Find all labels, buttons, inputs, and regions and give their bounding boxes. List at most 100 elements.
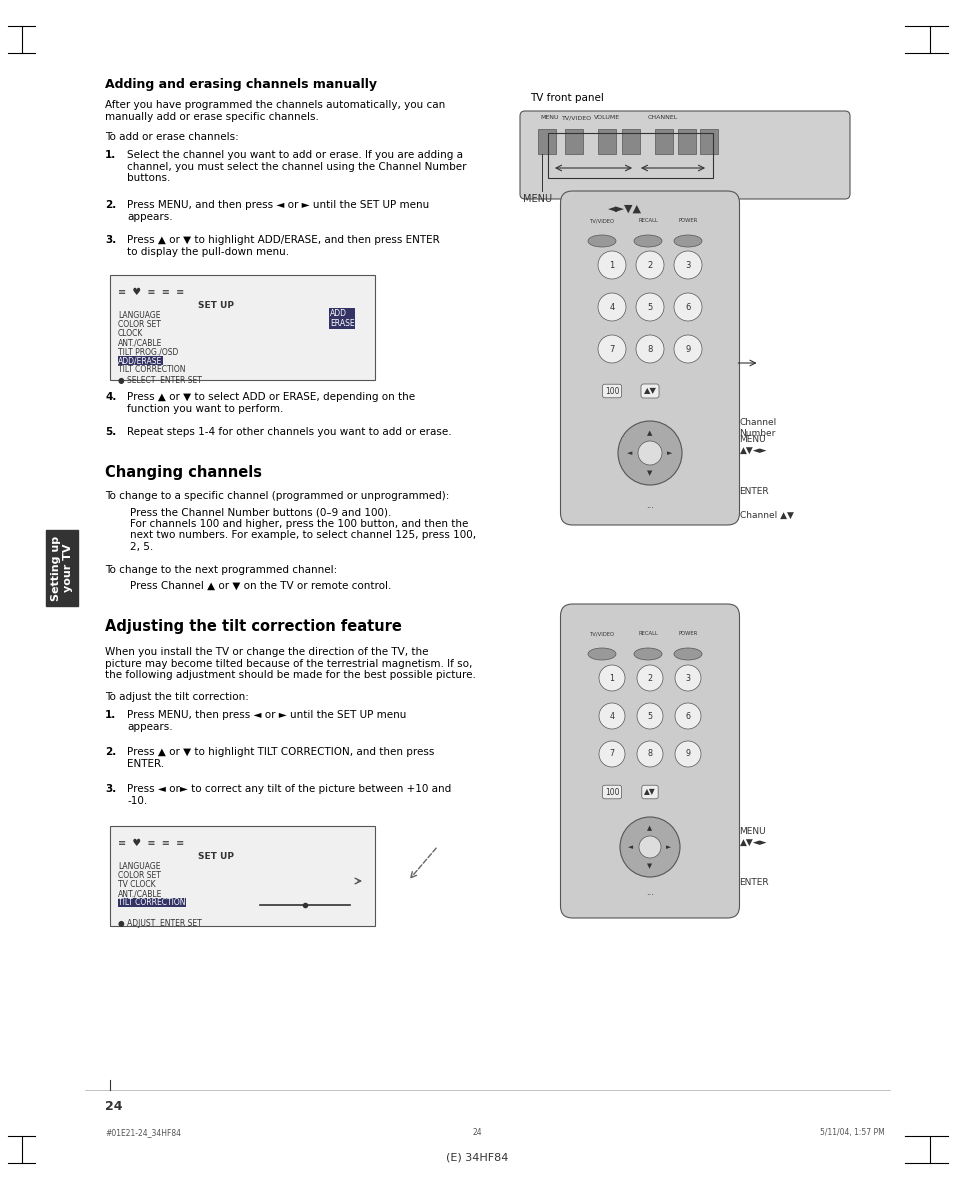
Text: 2: 2 [647,260,652,270]
Text: Setting up
your TV: Setting up your TV [51,536,72,601]
Text: Adding and erasing channels manually: Adding and erasing channels manually [105,78,376,91]
Text: 8: 8 [647,750,652,758]
Ellipse shape [587,235,616,247]
Text: 4: 4 [609,303,614,311]
Text: ►: ► [666,450,672,456]
Bar [700,129,718,154]
Circle shape [598,703,624,729]
Circle shape [675,741,700,767]
Ellipse shape [673,235,701,247]
Text: ENTER: ENTER [739,487,768,495]
Text: 2.: 2. [105,200,116,210]
Text: Press Channel ▲ or ▼ on the TV or remote control.: Press Channel ▲ or ▼ on the TV or remote… [130,581,391,590]
Text: ADD/ERASE: ADD/ERASE [118,356,162,365]
Text: ● ADJUST  ENTER SET: ● ADJUST ENTER SET [118,920,201,928]
Ellipse shape [634,235,661,247]
Text: LANGUAGE: LANGUAGE [118,311,160,320]
Text: (E) 34HF84: (E) 34HF84 [445,1152,508,1162]
Text: 1: 1 [609,260,614,270]
Text: 6: 6 [685,712,690,720]
Text: Press MENU, then press ◄ or ► until the SET UP menu
appears.: Press MENU, then press ◄ or ► until the … [127,710,406,732]
Text: SET UP: SET UP [198,852,233,861]
Bar [110,274,375,380]
Text: ADD
ERASE: ADD ERASE [330,309,355,328]
Bar [547,133,712,178]
Text: ▼: ▼ [647,470,652,476]
Text: TV/VIDEO: TV/VIDEO [589,219,614,223]
Text: To change to a specific channel (programmed or unprogrammed):: To change to a specific channel (program… [105,491,449,501]
Circle shape [675,703,700,729]
Text: CLOCK: CLOCK [118,329,143,339]
Text: 3: 3 [685,674,690,682]
Circle shape [637,703,662,729]
Text: 9: 9 [684,345,690,354]
FancyBboxPatch shape [560,191,739,525]
Circle shape [598,741,624,767]
Text: 2.: 2. [105,747,116,757]
Text: TILT CORRECTION: TILT CORRECTION [118,365,185,374]
Text: SET UP: SET UP [198,301,233,310]
Text: 9: 9 [684,750,690,758]
Text: 5: 5 [647,303,652,311]
Text: Select the channel you want to add or erase. If you are adding a
channel, you mu: Select the channel you want to add or er… [127,150,466,183]
Text: RECALL: RECALL [638,219,658,223]
Text: LANGUAGE: LANGUAGE [118,862,160,871]
Text: 1: 1 [609,674,614,682]
Text: Press MENU, and then press ◄ or ► until the SET UP menu
appears.: Press MENU, and then press ◄ or ► until … [127,200,429,222]
Ellipse shape [587,647,616,661]
Bar [110,826,375,925]
Text: MENU: MENU [539,115,558,120]
Text: ►: ► [666,843,671,849]
Circle shape [673,251,701,279]
Circle shape [598,335,625,364]
Text: POWER: POWER [678,631,697,636]
Circle shape [638,441,661,465]
Text: 2: 2 [647,674,652,682]
Bar [564,129,582,154]
Text: TILT PROG./OSD: TILT PROG./OSD [118,347,178,356]
Text: ◄: ◄ [627,450,632,456]
Bar [537,129,556,154]
Text: 100: 100 [604,386,618,396]
Text: 7: 7 [609,345,614,354]
Bar [655,129,672,154]
Text: To add or erase channels:: To add or erase channels: [105,132,238,143]
Circle shape [598,293,625,321]
Circle shape [598,665,624,691]
FancyBboxPatch shape [519,110,849,200]
Text: TV front panel: TV front panel [530,93,603,103]
Text: ● SELECT  ENTER SET: ● SELECT ENTER SET [118,375,202,385]
Text: ▲: ▲ [647,430,652,436]
Text: 5.: 5. [105,426,116,437]
Text: Channel
Number: Channel Number [739,418,776,437]
Text: 5: 5 [647,712,652,720]
Text: Press ▲ or ▼ to highlight ADD/ERASE, and then press ENTER
to display the pull-do: Press ▲ or ▼ to highlight ADD/ERASE, and… [127,235,439,257]
Text: ▼: ▼ [647,862,652,868]
Text: 4.: 4. [105,392,116,402]
FancyBboxPatch shape [560,604,739,918]
Text: ≡  ♥  ≡  ≡  ≡: ≡ ♥ ≡ ≡ ≡ [118,287,184,297]
Text: Adjusting the tilt correction feature: Adjusting the tilt correction feature [105,619,401,634]
Bar [678,129,696,154]
Text: 24: 24 [472,1127,481,1137]
Text: 7: 7 [609,750,614,758]
Text: To adjust the tilt correction:: To adjust the tilt correction: [105,691,249,702]
Text: 1.: 1. [105,710,116,720]
Circle shape [637,741,662,767]
Text: 8: 8 [647,345,652,354]
Text: 1.: 1. [105,150,116,160]
Circle shape [673,335,701,364]
Text: ...: ... [645,887,653,897]
Text: To change to the next programmed channel:: To change to the next programmed channel… [105,565,337,575]
Bar [598,129,616,154]
Text: RECALL: RECALL [638,631,658,636]
Text: After you have programmed the channels automatically, you can
manually add or er: After you have programmed the channels a… [105,100,445,121]
Text: ANT./CABLE: ANT./CABLE [118,889,162,898]
Text: ◄: ◄ [628,843,633,849]
Text: When you install the TV or change the direction of the TV, the
picture may becom: When you install the TV or change the di… [105,647,476,681]
Circle shape [639,836,660,858]
Text: MENU
▲▼◄►: MENU ▲▼◄► [739,827,766,847]
Text: #01E21-24_34HF84: #01E21-24_34HF84 [105,1127,181,1137]
Text: TV CLOCK: TV CLOCK [118,880,155,889]
Circle shape [637,665,662,691]
